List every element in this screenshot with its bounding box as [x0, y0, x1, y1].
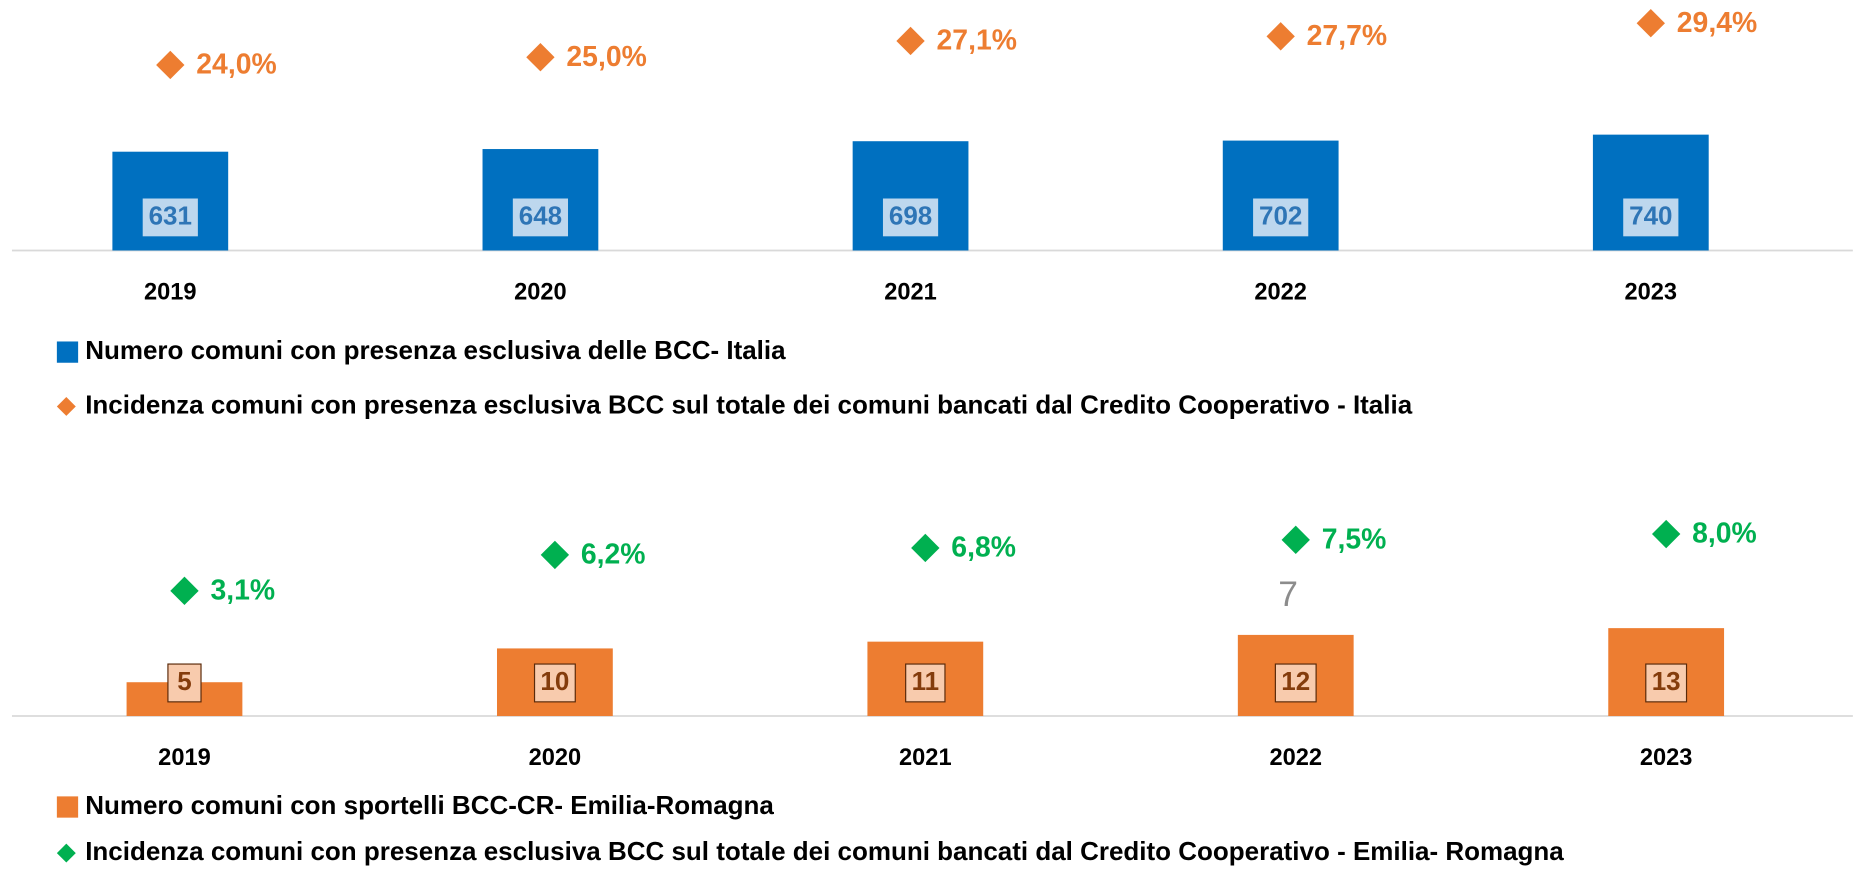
marker: [1266, 22, 1295, 51]
marker: [1281, 525, 1310, 555]
data-label-box: [1623, 198, 1679, 237]
data-label: 698: [889, 200, 932, 230]
legend-label: Numero comuni con presenza esclusiva del…: [85, 335, 786, 365]
data-label-box: [1645, 663, 1688, 703]
x-tick-label: 2022: [1269, 745, 1322, 771]
legend-label: Numero comuni con sportelli BCC-CR- Emil…: [85, 790, 774, 820]
data-label: 27,1%: [937, 25, 1017, 57]
x-tick-label: 2021: [899, 745, 952, 771]
x-tick-label: 2020: [514, 279, 567, 305]
x-tick-label: 2022: [1254, 279, 1307, 305]
data-label: 13: [1652, 666, 1681, 696]
data-label: 29,4%: [1677, 7, 1757, 39]
data-label: 27,7%: [1307, 20, 1387, 52]
x-tick-label: 2021: [884, 279, 937, 305]
data-label: 740: [1629, 200, 1672, 230]
data-label-box: [905, 663, 946, 703]
data-label-box: [1274, 663, 1317, 703]
marker: [170, 576, 199, 606]
data-label: 3,1%: [210, 575, 275, 607]
x-tick-label: 2019: [144, 279, 197, 305]
data-label-box: [512, 198, 569, 237]
marker: [156, 50, 185, 80]
marker: [1651, 519, 1681, 549]
x-tick-label: 2023: [1640, 745, 1693, 771]
legend-marker: [56, 341, 79, 363]
data-label: 10: [540, 666, 569, 696]
data-label: 12: [1281, 666, 1310, 696]
marker: [911, 533, 940, 563]
legend-marker: [56, 843, 76, 863]
data-label: 631: [149, 200, 192, 230]
data-label: 11: [912, 666, 939, 696]
data-label-box: [1253, 198, 1309, 237]
data-label: 6,8%: [951, 532, 1016, 564]
data-label-box: [142, 198, 198, 237]
data-label-box: [882, 198, 939, 237]
x-tick-label: 2020: [529, 745, 582, 771]
page-number: 7: [1278, 574, 1298, 614]
data-label-box: [167, 663, 202, 703]
marker: [1636, 9, 1665, 38]
marker: [540, 540, 570, 570]
data-label: 5: [177, 666, 191, 696]
data-label: 648: [519, 200, 562, 230]
data-label: 8,0%: [1692, 518, 1757, 550]
marker: [896, 26, 925, 56]
legend-label: Incidenza comuni con presenza esclusiva …: [85, 389, 1412, 419]
data-label-box: [533, 663, 576, 703]
data-label: 25,0%: [566, 41, 646, 73]
data-label: 24,0%: [196, 49, 276, 81]
legend-label: Incidenza comuni con presenza esclusiva …: [85, 836, 1564, 866]
legend-marker: [56, 397, 76, 416]
data-label: 702: [1259, 200, 1302, 230]
data-label: 6,2%: [581, 539, 646, 571]
legend-marker: [56, 796, 79, 818]
marker: [526, 43, 555, 72]
data-label: 7,5%: [1322, 524, 1387, 556]
x-tick-label: 2019: [158, 745, 211, 771]
x-tick-label: 2023: [1625, 279, 1678, 305]
